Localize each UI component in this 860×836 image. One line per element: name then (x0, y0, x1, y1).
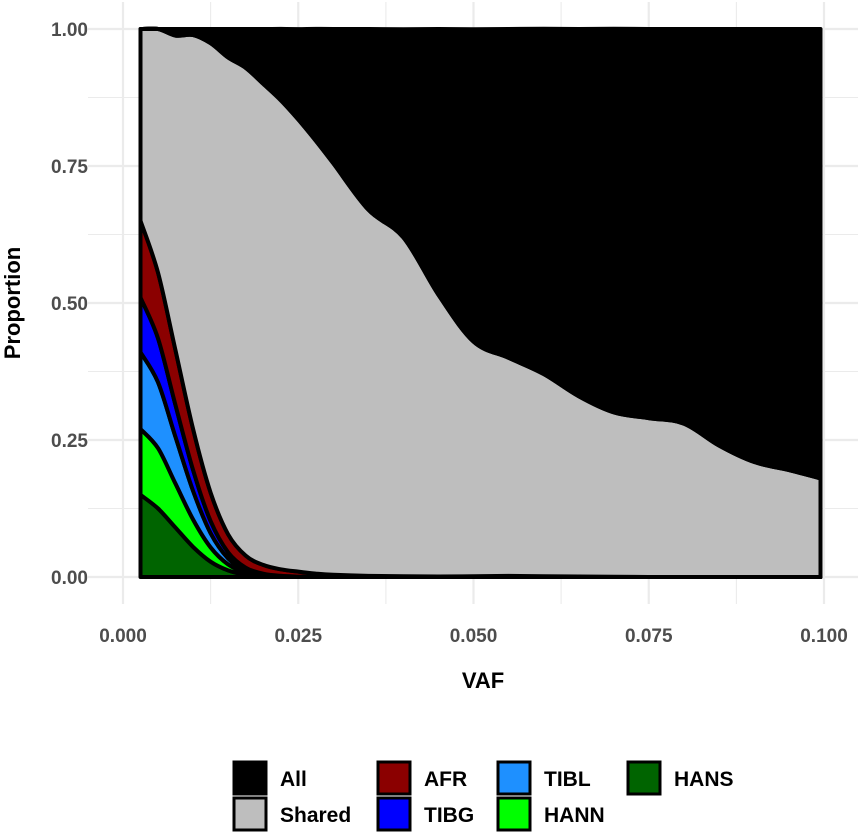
legend-label-tibl: TIBL (544, 768, 591, 791)
legend-label-all: All (280, 768, 307, 791)
y-tick-label: 0.75 (51, 157, 88, 178)
area-all (138, 26, 823, 481)
legend-label-afr: AFR (424, 768, 467, 791)
legend-label-hans: HANS (674, 768, 734, 791)
legend-key-hans (626, 760, 662, 796)
y-tick-label: 0.00 (51, 568, 88, 589)
legend-key-tibg (376, 796, 412, 832)
x-axis-title: VAF (462, 668, 504, 693)
y-axis-title: Proportion (0, 247, 25, 359)
y-tick-label: 0.25 (51, 431, 88, 452)
legend-key-hann (496, 796, 532, 832)
legend-label-hann: HANN (544, 804, 605, 827)
y-tick-label: 0.50 (51, 294, 88, 315)
y-tick-label: 1.00 (51, 20, 88, 41)
y-axis-ticks: 0.00 0.25 0.50 0.75 1.00 (51, 20, 88, 589)
legend-key-afr (376, 760, 412, 796)
x-axis-ticks: 0.000 0.025 0.050 0.075 0.100 (99, 626, 848, 647)
x-tick-label: 0.100 (800, 626, 848, 647)
legend: All Shared AFR TIBG TIBL HANN HANS (232, 760, 734, 832)
legend-key-all (232, 760, 268, 796)
area-series-group (138, 26, 823, 579)
legend-key-tibl (496, 760, 532, 796)
x-tick-label: 0.025 (274, 626, 322, 647)
x-tick-label: 0.075 (625, 626, 673, 647)
x-tick-label: 0.050 (450, 626, 498, 647)
x-tick-label: 0.000 (99, 626, 147, 647)
legend-label-shared: Shared (280, 804, 351, 827)
legend-label-tibg: TIBG (424, 804, 474, 827)
legend-key-shared (232, 796, 268, 832)
